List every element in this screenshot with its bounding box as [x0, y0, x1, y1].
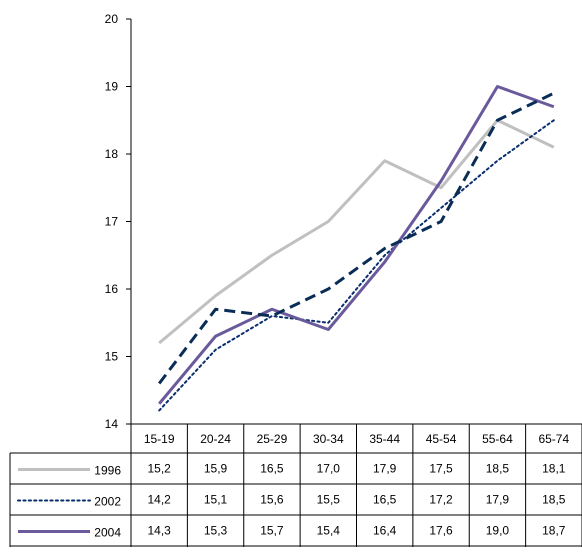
data-label: 15,6 — [260, 493, 284, 507]
data-point-2004 — [496, 85, 499, 88]
legend-label: 1996 — [94, 464, 121, 478]
data-label: 16,5 — [260, 462, 284, 476]
data-point-2002 — [496, 159, 499, 162]
data-point-2004 — [440, 180, 443, 183]
data-label: 17,9 — [486, 493, 510, 507]
y-tick-label: 18 — [105, 147, 119, 161]
y-tick-label: 20 — [105, 12, 119, 26]
data-point-1996 — [327, 220, 330, 223]
data-point-1996 — [440, 186, 443, 189]
data-point-2002 — [214, 348, 217, 351]
data-point-2002 — [158, 409, 161, 412]
series-line-2002 — [158, 119, 555, 412]
data-point-1996 — [270, 254, 273, 257]
data-point-2004 — [327, 328, 330, 331]
x-category-label: 65-74 — [538, 432, 569, 446]
x-category-label: 30-34 — [313, 432, 344, 446]
data-point-2006 — [496, 119, 499, 122]
x-category-label: 20-24 — [200, 432, 231, 446]
data-label: 17,9 — [373, 462, 397, 476]
data-point-2002 — [440, 207, 443, 210]
data-point-2002 — [552, 119, 555, 122]
data-label: 17,6 — [429, 524, 453, 538]
data-label: 14,2 — [148, 493, 172, 507]
data-label: 19,0 — [486, 524, 510, 538]
data-point-2004 — [214, 335, 217, 338]
data-label: 14,3 — [148, 524, 172, 538]
data-point-1996 — [383, 159, 386, 162]
data-label: 15,7 — [260, 524, 284, 538]
data-point-2006 — [440, 220, 443, 223]
data-label: 18,5 — [486, 462, 510, 476]
x-category-label: 25-29 — [257, 432, 288, 446]
data-point-2006 — [214, 308, 217, 311]
data-label: 15,3 — [204, 524, 228, 538]
data-label: 17,5 — [429, 462, 453, 476]
data-label: 16,4 — [373, 524, 397, 538]
series-line-2004 — [158, 85, 555, 405]
data-point-2006 — [383, 247, 386, 250]
y-tick-label: 14 — [105, 417, 119, 431]
data-label: 17,0 — [317, 462, 341, 476]
y-tick-label: 16 — [105, 282, 119, 296]
data-point-2004 — [383, 261, 386, 264]
data-label: 15,1 — [204, 493, 228, 507]
data-point-2004 — [552, 105, 555, 108]
data-point-2006 — [552, 92, 555, 95]
data-point-2006 — [327, 288, 330, 291]
data-label: 18,7 — [542, 524, 566, 538]
x-category-label: 35-44 — [369, 432, 400, 446]
legend-label: 2004 — [94, 526, 121, 540]
data-label: 15,2 — [148, 462, 172, 476]
data-label: 15,9 — [204, 462, 228, 476]
data-point-2006 — [158, 382, 161, 385]
data-table: 15-19 20-24 25-29 30-34 35-44 45-54 55-64 65-74… — [9, 423, 582, 552]
data-label: 18,5 — [542, 493, 566, 507]
data-point-2002 — [327, 321, 330, 324]
y-tick-label: 17 — [105, 215, 119, 229]
y-tick-label: 19 — [105, 80, 119, 94]
x-category-label: 55-64 — [482, 432, 513, 446]
series-layer — [157, 85, 555, 412]
data-label: 17,2 — [429, 493, 453, 507]
data-label: 16,5 — [373, 493, 397, 507]
x-category-label: 45-54 — [426, 432, 457, 446]
data-point-1996 — [214, 294, 217, 297]
series-line-2006 — [157, 91, 555, 385]
data-point-2004 — [270, 308, 273, 311]
data-point-2006 — [270, 315, 273, 318]
series-line-1996 — [158, 118, 555, 345]
legend-label: 2002 — [94, 495, 121, 509]
data-label: 15,4 — [317, 524, 341, 538]
data-point-2002 — [383, 254, 386, 257]
data-point-2004 — [158, 402, 161, 405]
data-label: 15,5 — [317, 493, 341, 507]
axis-layer: 14 15 16 17 18 19 20 — [105, 12, 132, 431]
y-tick-label: 15 — [105, 350, 119, 364]
x-category-label: 15-19 — [144, 432, 175, 446]
data-point-1996 — [552, 146, 555, 149]
data-label: 18,1 — [542, 462, 566, 476]
data-point-1996 — [158, 342, 161, 345]
